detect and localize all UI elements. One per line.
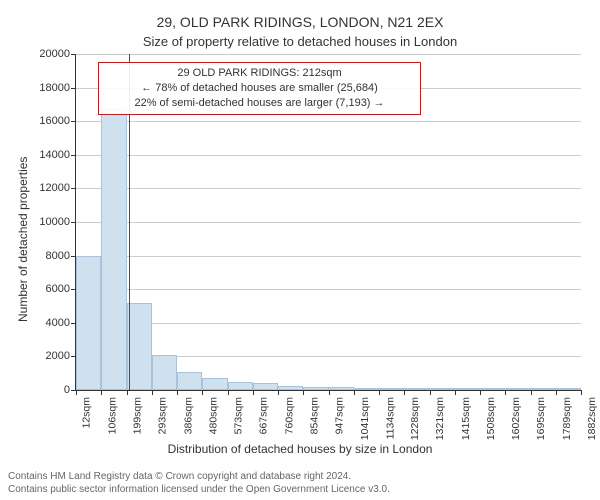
x-tick-label: 106sqm [106,395,118,434]
gridline [76,323,581,324]
histogram-bar [303,387,328,390]
x-tick-label: 12sqm [81,395,93,429]
x-tick [177,390,178,395]
histogram-bar [152,355,177,390]
histogram-bar [76,256,101,390]
histogram-bar [101,109,126,390]
y-tick-label: 16000 [39,115,76,127]
x-tick [278,390,279,395]
histogram-bar [430,388,455,390]
figure: 29, OLD PARK RIDINGS, LONDON, N21 2EX Si… [0,0,600,500]
x-tick-label: 1321sqm [435,395,447,440]
x-tick [354,390,355,395]
x-tick [455,390,456,395]
histogram-bar [455,388,480,390]
x-tick [101,390,102,395]
x-tick [253,390,254,395]
x-axis-label: Distribution of detached houses by size … [0,442,600,456]
x-tick [581,390,582,395]
x-tick [480,390,481,395]
x-tick-label: 1508sqm [485,395,497,440]
y-tick-label: 12000 [39,182,76,194]
gridline [76,188,581,189]
x-tick-label: 480sqm [207,395,219,434]
gridline [76,222,581,223]
x-tick [303,390,304,395]
x-tick-label: 1041sqm [359,395,371,440]
x-tick [127,390,128,395]
x-tick-label: 293sqm [157,395,169,434]
x-tick-label: 1134sqm [384,395,396,439]
gridline [76,289,581,290]
x-tick [404,390,405,395]
y-tick-label: 20000 [39,48,76,60]
y-tick-label: 14000 [39,149,76,161]
histogram-bar [354,388,379,390]
y-tick-label: 0 [64,384,76,396]
x-tick-label: 573sqm [233,395,245,434]
attribution: Contains HM Land Registry data © Crown c… [8,471,390,496]
attribution-line1: Contains HM Land Registry data © Crown c… [8,471,390,484]
chart-title-line2: Size of property relative to detached ho… [0,34,600,49]
x-tick-label: 1789sqm [561,395,573,440]
x-tick-label: 1228sqm [409,395,421,440]
gridline [76,155,581,156]
histogram-bar [278,386,303,390]
histogram-bar [404,388,429,390]
x-tick-label: 854sqm [308,395,320,434]
histogram-bar [480,388,505,390]
x-tick [505,390,506,395]
histogram-bar [329,387,354,390]
y-tick-label: 10000 [39,216,76,228]
histogram-bar [177,372,202,390]
annotation-line: ← 78% of detached houses are smaller (25… [107,81,412,96]
x-tick [228,390,229,395]
annotation-line: 22% of semi-detached houses are larger (… [107,96,412,111]
x-tick [152,390,153,395]
x-tick [76,390,77,395]
y-tick-label: 8000 [46,250,76,262]
y-tick-label: 2000 [46,350,76,362]
x-tick-label: 199sqm [132,395,144,434]
histogram-bar [228,382,253,390]
x-tick [556,390,557,395]
histogram-bar [379,388,404,390]
y-axis-label: Number of detached properties [16,157,30,322]
x-tick-label: 667sqm [258,395,270,434]
x-tick [329,390,330,395]
histogram-bar [253,383,278,390]
gridline [76,256,581,257]
x-tick-label: 1882sqm [586,395,598,440]
x-tick-label: 1695sqm [536,395,548,440]
histogram-bar [505,388,530,390]
attribution-line2: Contains public sector information licen… [8,484,390,497]
annotation-line: 29 OLD PARK RIDINGS: 212sqm [107,66,412,81]
y-tick-label: 18000 [39,82,76,94]
x-tick [430,390,431,395]
annotation-box: 29 OLD PARK RIDINGS: 212sqm← 78% of deta… [98,62,421,115]
x-tick [531,390,532,395]
y-tick-label: 6000 [46,283,76,295]
gridline [76,121,581,122]
chart-title-line1: 29, OLD PARK RIDINGS, LONDON, N21 2EX [0,14,600,30]
histogram-bar [531,388,556,390]
histogram-bar [202,378,227,390]
x-tick-label: 1602sqm [510,395,522,440]
x-tick [379,390,380,395]
x-tick-label: 760sqm [283,395,295,434]
x-tick-label: 386sqm [182,395,194,434]
gridline [76,54,581,55]
plot-area: 0200040006000800010000120001400016000180… [75,54,581,391]
y-tick-label: 4000 [46,317,76,329]
x-tick-label: 1415sqm [460,395,472,440]
x-tick-label: 947sqm [334,395,346,434]
histogram-bar [556,388,581,390]
x-tick [202,390,203,395]
